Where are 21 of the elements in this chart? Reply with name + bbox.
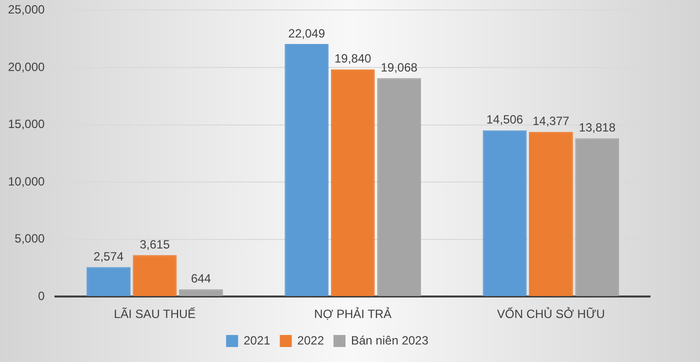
data-label: 14,506 <box>486 112 524 127</box>
y-tick-label: 15,000 <box>8 117 46 132</box>
x-tick-label: LÃI SAU THUẾ <box>114 307 196 322</box>
data-label: 14,377 <box>532 114 570 128</box>
legend-label: Bán niên 2023 <box>350 333 429 348</box>
data-label: 2,574 <box>94 249 124 264</box>
data-label: 19,068 <box>380 60 418 74</box>
y-tick-label: 20,000 <box>8 60 46 74</box>
data-label: 19,840 <box>334 52 372 66</box>
data-label: 3,615 <box>140 238 170 252</box>
x-tick-label: VỐN CHỦ SỞ HỮU <box>497 307 605 322</box>
data-label: 644 <box>190 272 212 286</box>
data-label: 22,049 <box>288 26 326 40</box>
y-tick-label: 0 <box>38 288 46 303</box>
y-tick-label: 10,000 <box>8 174 46 188</box>
x-tick-label: NỢ PHẢI TRẢ <box>314 307 392 322</box>
y-tick-label: 25,000 <box>8 2 46 17</box>
legend-label: 2021 <box>244 333 271 348</box>
legend-label: 2022 <box>297 333 324 348</box>
y-tick-label: 5,000 <box>14 232 46 246</box>
data-label: 13,818 <box>578 120 616 135</box>
